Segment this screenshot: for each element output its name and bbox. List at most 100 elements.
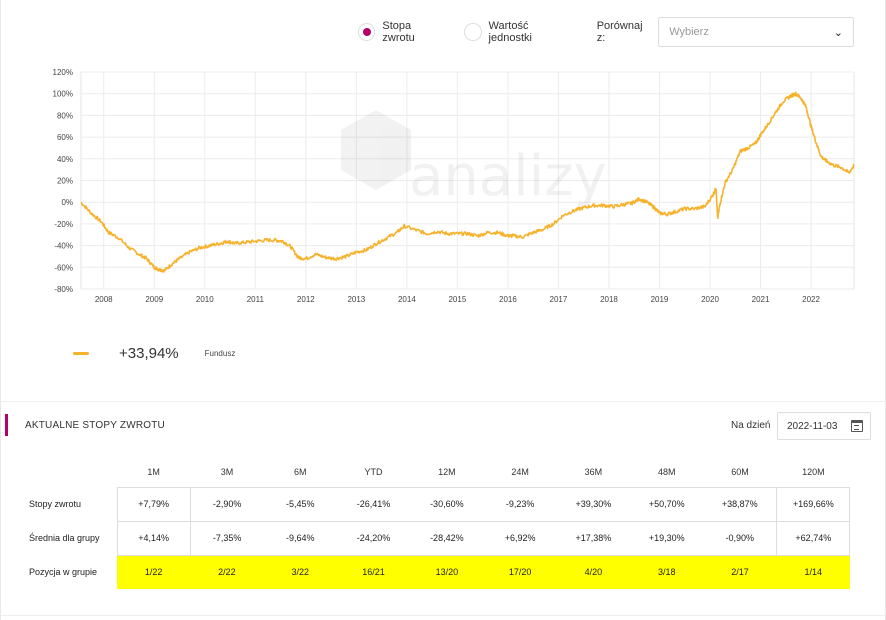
y-tick-label: -40%	[54, 242, 73, 251]
radio-unselected-icon	[464, 23, 482, 41]
section-accent-bar	[5, 414, 8, 436]
x-tick-label: 2012	[297, 295, 315, 304]
table-cell: 1/14	[776, 555, 850, 589]
returns-header: AKTUALNE STOPY ZWROTU Na dzień 2022-11-0…	[1, 412, 885, 442]
section-divider	[1, 401, 885, 402]
returns-table: 1M 3M 6M YTD 12M 24M 36M 48M 60M 120M St…	[25, 458, 851, 589]
y-tick-label: -80%	[54, 285, 73, 294]
table-cell: -30,60%	[410, 486, 484, 522]
radio-unit-value[interactable]: Wartość jednostki	[464, 20, 572, 44]
column-header: 48M	[657, 467, 676, 478]
watermark-text: analizy	[409, 144, 607, 209]
radio-selected-icon	[358, 23, 376, 41]
column-header: YTD	[364, 467, 383, 478]
table-cell: 4/20	[556, 555, 631, 589]
radio-return-rate[interactable]: Stopa zwrotu	[358, 20, 444, 44]
table-cell: +19,30%	[630, 521, 704, 556]
table-cell: +17,38%	[556, 521, 631, 556]
row-label: Pozycja w grupie	[29, 567, 98, 577]
table-row: Średnia dla grupy +4,14% -7,35% -9,64% -…	[25, 521, 851, 556]
table-row-highlight: Pozycja w grupie 1/22 2/22 3/22 16/21 13…	[25, 555, 850, 589]
x-tick-label: 2014	[398, 295, 416, 304]
table-cell: 13/20	[410, 555, 484, 589]
compare-select-value: Wybierz	[669, 26, 709, 38]
date-label: Na dzień	[731, 420, 771, 431]
table-cell: +62,74%	[776, 521, 851, 556]
radio-unit-value-label: Wartość jednostki	[488, 20, 532, 44]
empty-header-cell	[25, 458, 117, 487]
table-cell: -2,90%	[190, 486, 264, 522]
y-tick-label: 60%	[57, 133, 73, 142]
x-tick-label: 2017	[550, 295, 568, 304]
column-header: 60M	[731, 467, 749, 478]
legend-return-value: +33,94%	[119, 345, 179, 362]
performance-chart: 120% 100% 80% 60% 40% 20% 0% -20% -40% -60% -80% 20…	[53, 68, 855, 304]
x-tick-label: 2021	[752, 295, 770, 304]
table-cell: 2/22	[190, 555, 264, 589]
date-value: 2022-11-03	[787, 420, 838, 432]
legend-series-name: Fundusz	[204, 349, 236, 358]
chart-mode-controls: Stopa zwrotu Wartość jednostki Porównaj …	[358, 17, 854, 47]
y-tick-label: 120%	[53, 68, 73, 77]
table-cell: +6,92%	[483, 521, 557, 556]
bottom-divider	[1, 615, 885, 616]
table-row: Stopy zwrotu +7,79% -2,90% -5,45% -26,41…	[25, 486, 851, 522]
y-tick-label: -60%	[54, 263, 73, 272]
row-label: Średnia dla grupy	[29, 533, 100, 543]
table-cell: -7,35%	[190, 521, 264, 556]
table-cell: -9,64%	[263, 521, 337, 556]
y-tick-label: 0%	[61, 198, 73, 207]
legend-line-swatch	[73, 352, 89, 355]
column-header: 1M	[147, 467, 160, 478]
x-tick-label: 2013	[347, 295, 365, 304]
table-cell: 1/22	[117, 555, 191, 589]
x-tick-label: 2015	[448, 295, 466, 304]
y-tick-label: 80%	[57, 111, 73, 120]
column-header: 120M	[802, 467, 825, 478]
table-cell: -9,23%	[483, 486, 557, 522]
table-cell: 3/18	[630, 555, 704, 589]
table-cell: -0,90%	[703, 521, 777, 556]
table-cell: +7,79%	[116, 486, 191, 522]
compare-select[interactable]: Wybierz ⌄	[658, 17, 854, 47]
column-header: 12M	[438, 467, 456, 478]
y-tick-label: 100%	[53, 90, 73, 99]
column-header: 3M	[220, 467, 234, 478]
table-cell: +38,87%	[703, 486, 777, 522]
table-cell: 17/20	[483, 555, 557, 589]
calendar-icon[interactable]	[851, 420, 863, 432]
table-cell: 2/17	[703, 555, 777, 589]
table-cell: -24,20%	[336, 521, 411, 556]
table-cell: +39,30%	[556, 486, 631, 522]
y-tick-label: -20%	[54, 220, 73, 229]
table-cell: -28,42%	[410, 521, 484, 556]
x-tick-label: 2009	[145, 295, 163, 304]
x-tick-label: 2008	[95, 295, 113, 304]
chart-legend: +33,94% Fundusz	[73, 345, 235, 362]
x-tick-label: 2020	[701, 295, 719, 304]
date-picker[interactable]: 2022-11-03	[777, 412, 871, 440]
x-tick-label: 2011	[247, 295, 265, 304]
table-cell: -5,45%	[263, 486, 337, 522]
y-tick-label: 20%	[57, 177, 73, 186]
table-cell: +4,14%	[116, 521, 191, 556]
table-cell: -26,41%	[336, 486, 411, 522]
table-cell: 3/22	[263, 555, 337, 589]
x-tick-label: 2019	[651, 295, 669, 304]
chevron-down-icon: ⌄	[833, 26, 843, 39]
column-header: 6M	[293, 467, 307, 478]
returns-title: AKTUALNE STOPY ZWROTU	[25, 420, 165, 431]
x-tick-label: 2010	[196, 295, 214, 304]
column-header: 24M	[511, 467, 529, 478]
x-tick-label: 2018	[600, 295, 618, 304]
y-tick-label: 40%	[57, 155, 73, 164]
compare-label: Porównaj z:	[596, 20, 643, 44]
radio-return-rate-label: Stopa zwrotu	[382, 20, 415, 44]
column-header: 36M	[584, 467, 603, 478]
table-cell: +50,70%	[630, 486, 704, 522]
x-tick-label: 2022	[802, 295, 820, 304]
table-cell: +169,66%	[776, 486, 851, 522]
row-label: Stopy zwrotu	[29, 499, 82, 509]
table-cell: 16/21	[336, 555, 411, 589]
